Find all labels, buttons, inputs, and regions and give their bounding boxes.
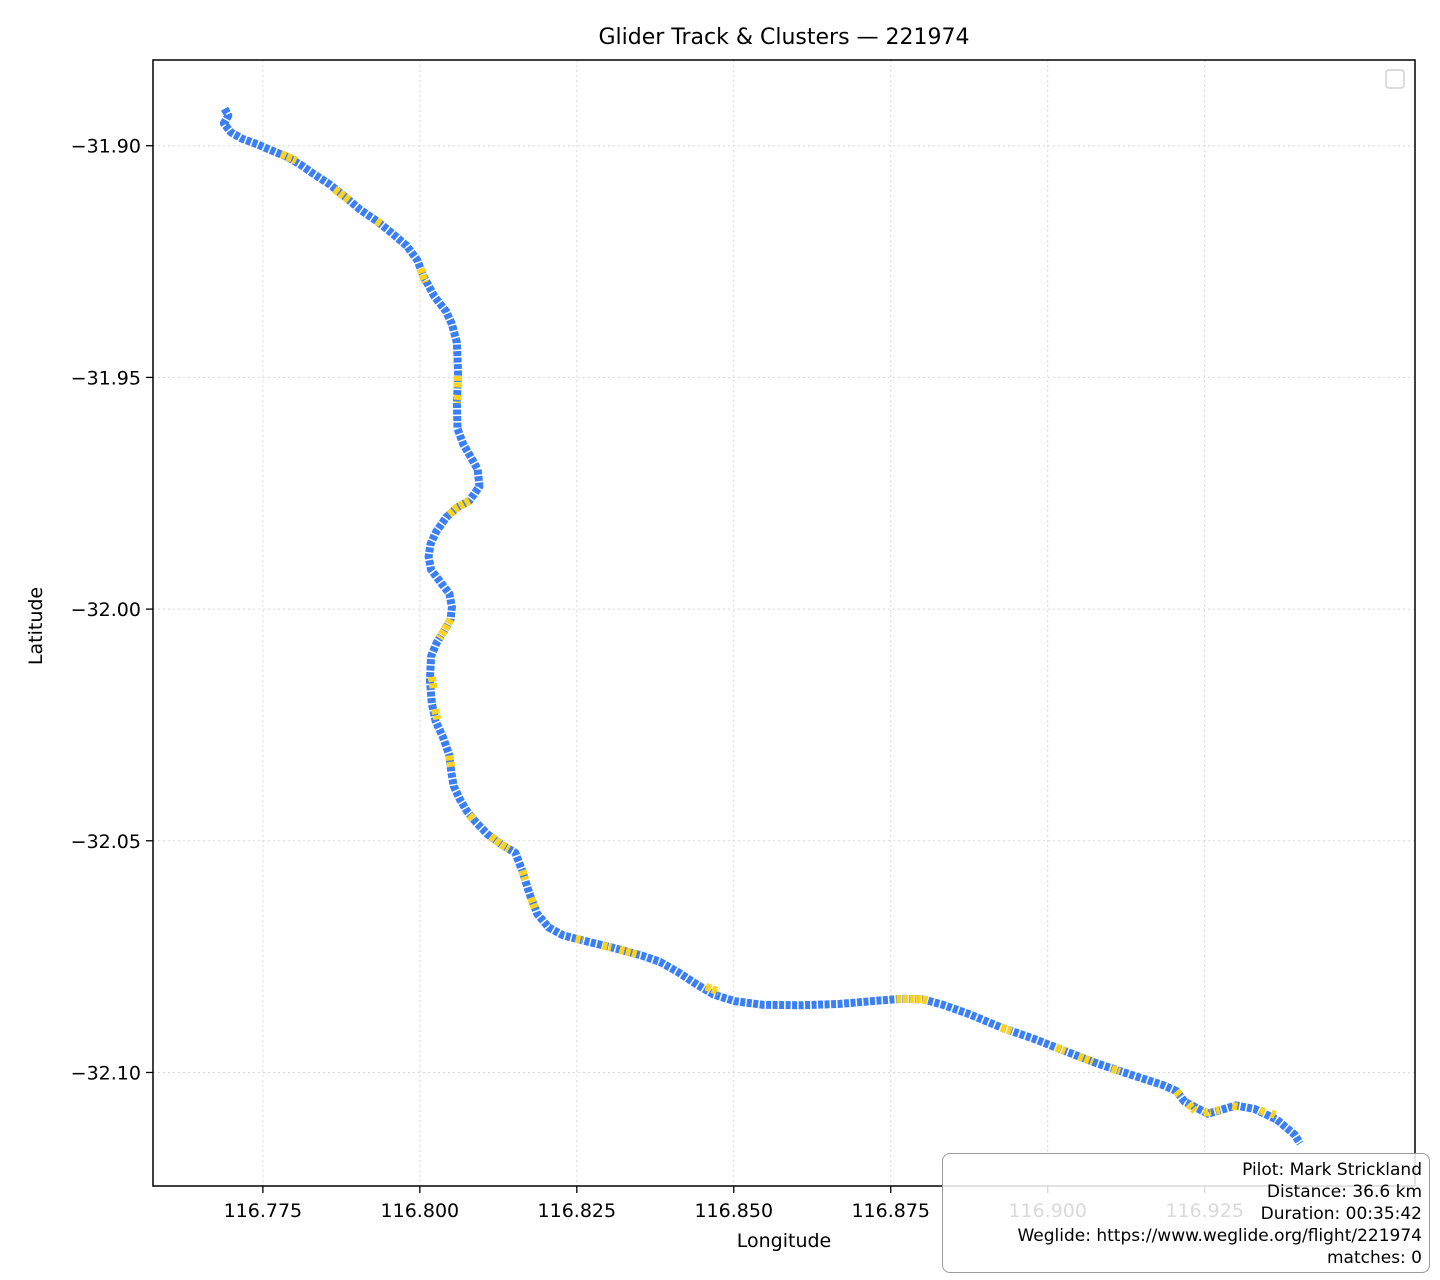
y-tick-label: −32.10 (71, 1062, 141, 1084)
cluster-segment (416, 267, 429, 284)
pilot-text: Pilot: Mark Strickland (1242, 1160, 1422, 1180)
cluster-segment (1202, 1107, 1212, 1117)
weglide-link-text[interactable]: Weglide: https://www.weglide.org/flight/… (1017, 1226, 1422, 1246)
cluster-segment (999, 1023, 1013, 1035)
cluster-segment (488, 833, 512, 853)
x-tick-label: 116.825 (538, 1200, 617, 1222)
cluster-segment (527, 896, 539, 910)
cluster-segment (1054, 1043, 1067, 1055)
cluster-segment (453, 375, 463, 388)
cluster-segment (435, 617, 455, 641)
cluster-segment (332, 186, 352, 204)
cluster-segment (704, 982, 721, 996)
cluster-segment (1185, 1101, 1199, 1114)
cluster-segment (1173, 1088, 1184, 1099)
x-tick-label: 116.875 (851, 1200, 930, 1222)
plot-area (219, 106, 1304, 1146)
cluster-segment (1215, 1106, 1221, 1115)
distance-text: Distance: 36.6 km (1266, 1182, 1422, 1202)
x-tick-label: 116.850 (694, 1200, 773, 1222)
cluster-segment (431, 708, 442, 721)
cluster-segment (279, 150, 298, 165)
cluster-segment (445, 497, 472, 519)
y-tick-label: −32.00 (71, 599, 141, 621)
y-axis-label: Latitude (25, 587, 47, 665)
x-tick-label: 116.800 (381, 1200, 460, 1222)
x-axis-label: Longitude (737, 1230, 832, 1252)
chart-title: Glider Track & Clusters — 221974 (598, 25, 969, 50)
grid-lines (153, 60, 1415, 1186)
cluster-segment (452, 394, 463, 404)
cluster-segment (601, 941, 613, 952)
plot-frame (152, 59, 1416, 1187)
y-tick-label: −31.95 (71, 367, 141, 389)
cluster-segment (1077, 1052, 1095, 1066)
track-line (219, 106, 1304, 1146)
cluster-segment (1110, 1065, 1122, 1076)
cluster-segment (427, 676, 438, 690)
cluster-segment (374, 217, 384, 228)
cluster-segment (518, 869, 530, 881)
y-tick-label: −32.05 (71, 831, 141, 853)
x-tick-label: 116.775 (224, 1200, 303, 1222)
y-tick-label: −31.90 (71, 136, 141, 158)
flight-info-box: Pilot: Mark Strickland Distance: 36.6 km… (942, 1153, 1430, 1273)
cluster-segment (1258, 1106, 1266, 1116)
y-axis-ticks: −31.90 −31.95 −32.00 −32.05 −32.10 (71, 136, 153, 1084)
cluster-segment (466, 812, 476, 822)
cluster-segment (445, 754, 456, 768)
legend-box (1385, 69, 1405, 89)
duration-text: Duration: 00:35:42 (1260, 1204, 1422, 1224)
cluster-segment (574, 934, 584, 945)
cluster-segment (1231, 1101, 1240, 1112)
cluster-segment (618, 945, 638, 959)
matches-text: matches: 0 (1326, 1248, 1422, 1268)
cluster-segment (1269, 1109, 1277, 1119)
cluster-segment (896, 994, 929, 1005)
